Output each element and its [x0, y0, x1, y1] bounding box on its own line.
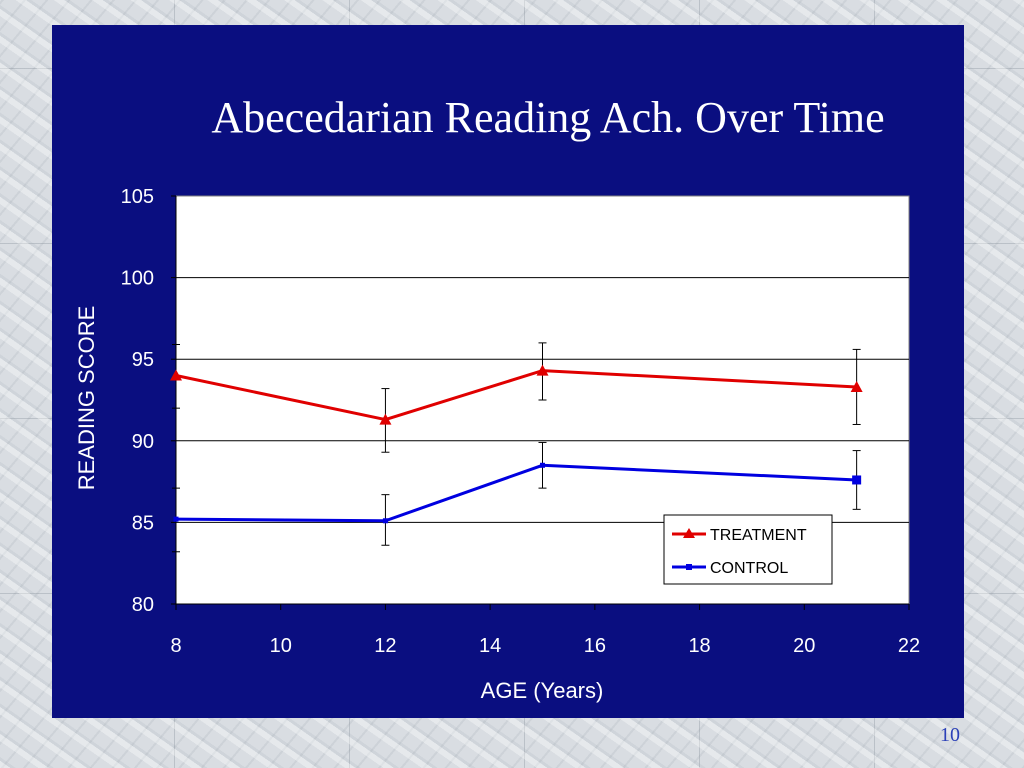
- x-axis-title: AGE (Years): [481, 678, 604, 703]
- x-tick-label: 20: [793, 635, 815, 657]
- treatment-point: [170, 369, 182, 381]
- treatment-series: [170, 342, 863, 453]
- slide-title: Abecedarian Reading Ach. Over Time: [211, 93, 885, 142]
- y-tick-label: 80: [132, 594, 154, 616]
- control-line: [175, 463, 857, 523]
- treatment-point: [850, 380, 863, 392]
- treatment-point: [379, 413, 392, 425]
- legend-treatment-marker: [683, 528, 695, 538]
- y-tick-label: 85: [132, 512, 154, 534]
- x-tick-label: 12: [374, 635, 396, 657]
- y-tick-label: 100: [121, 268, 154, 290]
- x-tick-label: 18: [688, 635, 710, 657]
- control-point: [852, 475, 862, 485]
- x-tick-label: 22: [898, 635, 920, 657]
- slide-number: 10: [940, 724, 960, 746]
- legend-box: [663, 514, 833, 585]
- treatment-line: [175, 369, 857, 422]
- control-point: [173, 516, 179, 522]
- treatment-point: [536, 364, 549, 376]
- y-axis-title: READING SCORE: [74, 306, 99, 491]
- control-point: [540, 462, 545, 468]
- series-layer: [170, 342, 863, 553]
- x-tick-label: 16: [584, 635, 606, 657]
- legend-control-label: CONTROL: [710, 560, 788, 577]
- legend: TREATMENT CONTROL: [663, 514, 833, 585]
- axes: 80 85 90 95 100 105 8 10 12 14 16 18 20 22: [121, 186, 921, 657]
- legend-treatment-label: TREATMENT: [710, 527, 807, 544]
- control-point: [382, 518, 388, 524]
- legend-control-marker: [686, 564, 692, 570]
- control-series: [172, 441, 862, 553]
- y-tick-label: 90: [132, 431, 154, 453]
- x-tick-label: 14: [479, 635, 501, 657]
- x-tick-label: 10: [270, 635, 292, 657]
- y-tick-label: 95: [132, 349, 154, 371]
- x-tick-label: 8: [170, 635, 181, 657]
- y-tick-label: 105: [121, 186, 154, 208]
